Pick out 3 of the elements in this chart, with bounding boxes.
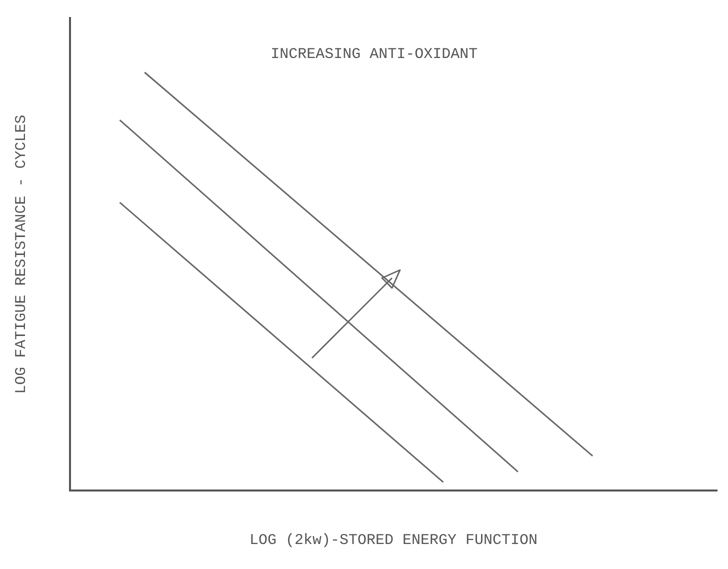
y-axis-title: LOG FATIGUE RESISTANCE - CYCLES	[12, 114, 30, 394]
x-axis-title: LOG (2kw)-STORED ENERGY FUNCTION	[249, 532, 538, 549]
text: INCREASING ANTI-OXIDANT	[270, 46, 478, 63]
